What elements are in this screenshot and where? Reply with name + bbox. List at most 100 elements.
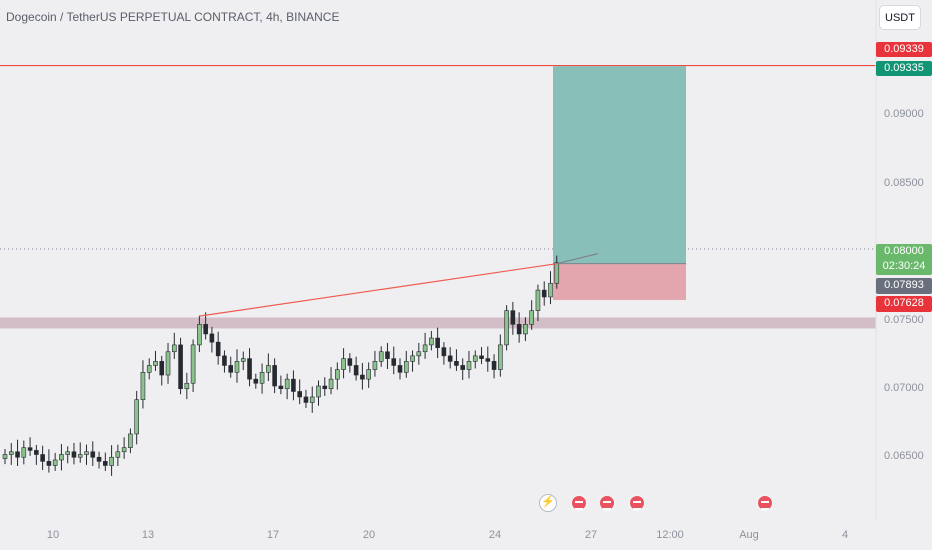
- candle[interactable]: [46, 461, 52, 466]
- candle[interactable]: [523, 324, 528, 335]
- candle[interactable]: [454, 361, 459, 366]
- candle[interactable]: [209, 333, 215, 343]
- candle[interactable]: [228, 365, 234, 373]
- candle[interactable]: [303, 396, 309, 403]
- candle[interactable]: [34, 450, 39, 455]
- candle[interactable]: [40, 454, 45, 462]
- candle[interactable]: [322, 385, 328, 390]
- candle[interactable]: [84, 451, 89, 455]
- candle[interactable]: [378, 351, 384, 362]
- candle[interactable]: [516, 324, 522, 335]
- candle[interactable]: [134, 399, 139, 435]
- candle[interactable]: [178, 344, 183, 390]
- candle[interactable]: [485, 358, 491, 362]
- candle[interactable]: [71, 451, 77, 458]
- profit-zone[interactable]: [553, 66, 686, 264]
- candle[interactable]: [215, 341, 221, 357]
- candle[interactable]: [554, 262, 560, 284]
- candle[interactable]: [90, 451, 96, 458]
- candle[interactable]: [541, 289, 547, 298]
- candle[interactable]: [297, 391, 302, 398]
- candle[interactable]: [429, 337, 434, 346]
- candle[interactable]: [335, 369, 340, 380]
- candle[interactable]: [360, 374, 365, 380]
- candle[interactable]: [146, 365, 152, 373]
- candle[interactable]: [510, 310, 516, 325]
- candle[interactable]: [328, 378, 334, 390]
- candle[interactable]: [372, 361, 378, 370]
- candle[interactable]: [8, 451, 14, 455]
- us-flag-icon[interactable]: [628, 494, 646, 512]
- candle[interactable]: [140, 371, 146, 400]
- loss-zone[interactable]: [553, 263, 686, 300]
- us-flag-icon[interactable]: [570, 494, 588, 512]
- candle[interactable]: [21, 447, 27, 458]
- candle[interactable]: [491, 361, 497, 370]
- candle[interactable]: [272, 365, 277, 387]
- currency-button[interactable]: USDT: [879, 5, 921, 30]
- candle[interactable]: [171, 344, 177, 353]
- candle[interactable]: [460, 365, 466, 370]
- candle[interactable]: [391, 358, 397, 366]
- candle[interactable]: [203, 324, 208, 335]
- candle[interactable]: [247, 358, 252, 380]
- candle[interactable]: [121, 447, 127, 453]
- candle[interactable]: [128, 433, 133, 448]
- lightning-icon[interactable]: ⚡: [539, 494, 557, 512]
- candle[interactable]: [385, 351, 390, 359]
- candle[interactable]: [259, 371, 265, 384]
- candle[interactable]: [222, 355, 227, 366]
- candle[interactable]: [184, 382, 190, 390]
- candle[interactable]: [341, 358, 346, 370]
- candle[interactable]: [535, 289, 541, 311]
- candle[interactable]: [77, 454, 83, 458]
- candle[interactable]: [278, 385, 284, 390]
- candle[interactable]: [366, 369, 371, 380]
- candle[interactable]: [309, 396, 315, 403]
- candle[interactable]: [2, 454, 8, 459]
- candle[interactable]: [447, 355, 453, 362]
- candle[interactable]: [353, 365, 359, 376]
- candle[interactable]: [529, 310, 534, 325]
- us-flag-icon[interactable]: [756, 494, 774, 512]
- candle[interactable]: [165, 351, 171, 376]
- candle[interactable]: [115, 451, 121, 458]
- candle[interactable]: [197, 324, 202, 346]
- candle[interactable]: [190, 344, 196, 384]
- candle[interactable]: [441, 347, 447, 357]
- candle[interactable]: [291, 378, 296, 392]
- candle[interactable]: [422, 344, 428, 353]
- candle[interactable]: [435, 337, 440, 348]
- candle[interactable]: [96, 456, 102, 462]
- candle[interactable]: [52, 459, 58, 466]
- candle[interactable]: [153, 361, 158, 366]
- candle[interactable]: [103, 461, 108, 466]
- candle[interactable]: [397, 365, 403, 373]
- target-price-red-label: 0.09339: [876, 42, 932, 57]
- candle[interactable]: [15, 451, 20, 458]
- candle[interactable]: [240, 358, 246, 362]
- candle[interactable]: [266, 365, 271, 373]
- us-flag-icon[interactable]: [598, 494, 616, 512]
- candle[interactable]: [466, 361, 472, 370]
- candle[interactable]: [59, 454, 64, 461]
- candle[interactable]: [498, 344, 503, 370]
- candle[interactable]: [403, 361, 409, 373]
- candle[interactable]: [479, 355, 484, 359]
- trendline[interactable]: [199, 263, 557, 317]
- candle[interactable]: [159, 361, 165, 376]
- candle[interactable]: [27, 447, 33, 451]
- candle[interactable]: [472, 355, 478, 362]
- candle[interactable]: [234, 361, 240, 373]
- candle[interactable]: [65, 451, 70, 455]
- candle[interactable]: [548, 282, 553, 298]
- candle[interactable]: [253, 378, 259, 384]
- candle[interactable]: [109, 456, 114, 466]
- candle[interactable]: [416, 351, 422, 357]
- candle[interactable]: [410, 355, 415, 362]
- candle[interactable]: [347, 358, 353, 366]
- candle[interactable]: [316, 385, 321, 398]
- candle[interactable]: [504, 310, 509, 346]
- candle[interactable]: [284, 378, 290, 390]
